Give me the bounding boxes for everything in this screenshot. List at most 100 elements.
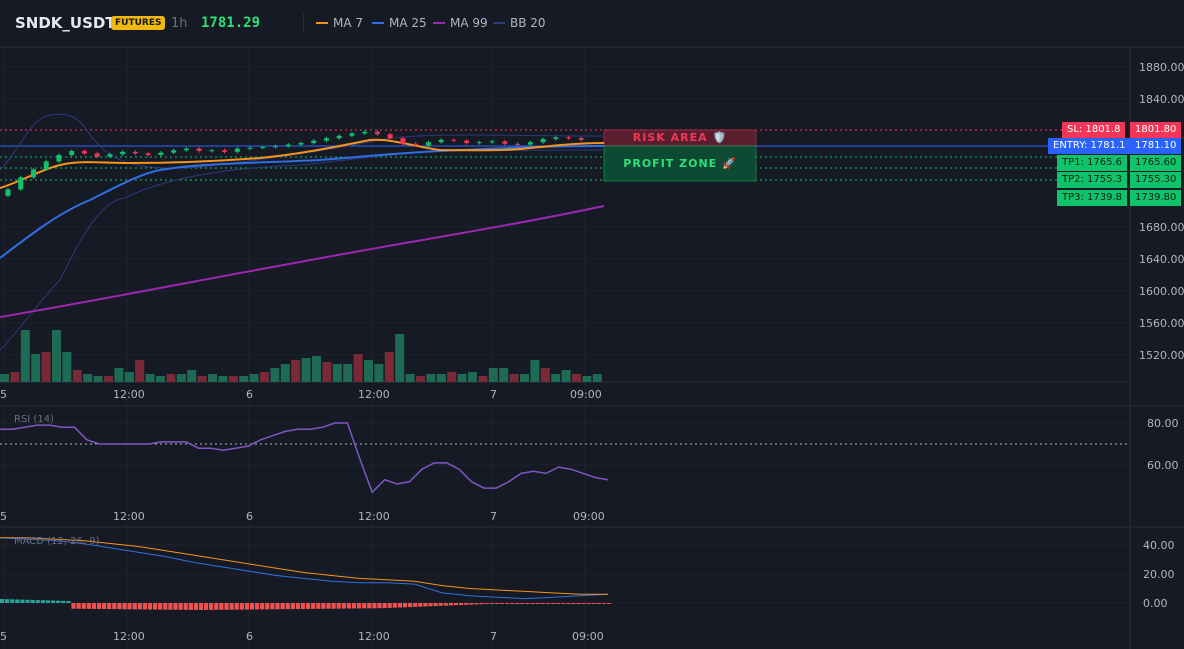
macd-hist-bar xyxy=(265,603,270,610)
macd-hist-bar xyxy=(474,603,479,605)
volume-bar xyxy=(270,368,280,382)
macd-title: MACD (12, 26, 9) xyxy=(14,536,100,547)
candle xyxy=(349,133,355,136)
macd-hist-bar xyxy=(20,599,25,603)
candle xyxy=(298,143,304,145)
candle xyxy=(5,189,11,196)
sl-value: 1801.80 xyxy=(1130,122,1182,138)
candle xyxy=(69,151,75,155)
candle xyxy=(43,161,49,170)
tp3-value: 1739.80 xyxy=(1130,190,1182,206)
macd-hist-bar xyxy=(520,603,525,604)
timeframe-label[interactable]: 1h xyxy=(171,16,188,31)
macd-hist-bar xyxy=(285,603,290,610)
candle xyxy=(273,146,279,148)
macd-hist-bar xyxy=(321,603,326,609)
macd-hist-bar xyxy=(239,603,244,610)
macd-hist-bar xyxy=(550,603,555,604)
legend-ma25[interactable]: MA 25 xyxy=(372,16,427,30)
symbol-label[interactable]: SNDK_USDT xyxy=(15,14,116,32)
macd-hist-bar xyxy=(142,603,147,610)
macd-hist-bar xyxy=(112,603,117,610)
macd-hist-bar xyxy=(601,603,606,604)
tp2-tag: TP2: 1755.3 xyxy=(1057,172,1128,188)
macd-hist-bar xyxy=(122,603,127,610)
legend-label: MA 7 xyxy=(333,16,364,30)
macd-hist-bar xyxy=(91,603,96,609)
price-tick: 1680.00 xyxy=(1139,221,1184,234)
volume-bar xyxy=(343,364,353,382)
macd-hist-bar xyxy=(438,603,443,606)
macd-hist-bar xyxy=(392,603,397,608)
macd-hist-bar xyxy=(229,603,234,610)
macd-hist-bar xyxy=(295,603,300,610)
time-tick: 12:00 xyxy=(358,630,390,643)
macd-hist-bar xyxy=(86,603,91,609)
macd-hist-bar xyxy=(178,603,183,610)
candle xyxy=(94,153,100,157)
candle xyxy=(81,151,87,154)
macd-hist-bar xyxy=(280,603,285,610)
macd-hist-bar xyxy=(5,599,10,603)
macd-hist-bar xyxy=(515,603,520,604)
ma25-swatch xyxy=(372,22,384,24)
macd-hist-bar xyxy=(408,603,413,608)
volume-bar xyxy=(197,376,207,382)
time-tick: 7 xyxy=(490,510,497,523)
price-tick: 1560.00 xyxy=(1139,317,1184,330)
candle xyxy=(540,139,546,143)
candle xyxy=(336,135,342,139)
legend-ma7[interactable]: MA 7 xyxy=(316,16,363,30)
volume-bar xyxy=(166,374,176,382)
candle xyxy=(311,140,317,143)
time-tick: 7 xyxy=(490,388,497,401)
volume-bar xyxy=(0,374,9,382)
macd-line xyxy=(0,537,609,600)
macd-hist-bar xyxy=(76,603,81,609)
candle xyxy=(374,131,380,135)
macd-hist-bar xyxy=(153,603,158,610)
volume-bar xyxy=(260,372,269,382)
macd-hist-bar xyxy=(66,600,71,603)
volume-bar xyxy=(31,354,41,382)
macd-hist-bar xyxy=(102,603,107,610)
macd-hist-bar xyxy=(311,603,316,609)
candle xyxy=(476,142,482,144)
macd-hist-bar xyxy=(163,603,168,610)
candle xyxy=(553,137,559,139)
volume-group xyxy=(0,330,602,382)
macd-hist-bar xyxy=(270,603,275,610)
ma25-line xyxy=(0,145,605,259)
macd-hist-bar xyxy=(402,603,408,608)
volume-bar xyxy=(62,352,72,382)
candle xyxy=(260,147,266,148)
legend-bb20[interactable]: BB 20 xyxy=(493,16,546,30)
macd-hist-bar xyxy=(188,603,193,610)
rsi-tick: 60.00 xyxy=(1147,459,1179,472)
macd-hist-bar xyxy=(362,603,367,609)
macd-hist-bar xyxy=(377,603,382,609)
candle xyxy=(578,138,584,140)
legend-ma99[interactable]: MA 99 xyxy=(433,16,488,30)
macd-hist-bar xyxy=(418,603,423,607)
volume-bar xyxy=(228,376,238,382)
macd-hist-bar xyxy=(137,603,142,610)
macd-hist-bar xyxy=(540,603,545,604)
candle xyxy=(247,147,253,149)
volume-bar xyxy=(488,368,498,382)
price-tick: 1880.00 xyxy=(1139,61,1184,74)
macd-hist-bar xyxy=(448,603,453,606)
macd-hist-bar xyxy=(433,603,438,607)
macd-hist-bar xyxy=(158,603,163,610)
candle xyxy=(285,144,291,147)
macd-hist-bar xyxy=(341,603,346,609)
macd-hist-bar xyxy=(40,600,45,603)
macd-hist-bar xyxy=(566,603,571,604)
macd-hist-bar xyxy=(127,603,132,610)
rsi-title: RSI (14) xyxy=(14,414,54,425)
macd-hist-bar xyxy=(428,603,433,607)
volume-bar xyxy=(93,376,103,382)
macd-hist-bar xyxy=(351,603,357,609)
macd-hist-bar xyxy=(576,603,581,604)
